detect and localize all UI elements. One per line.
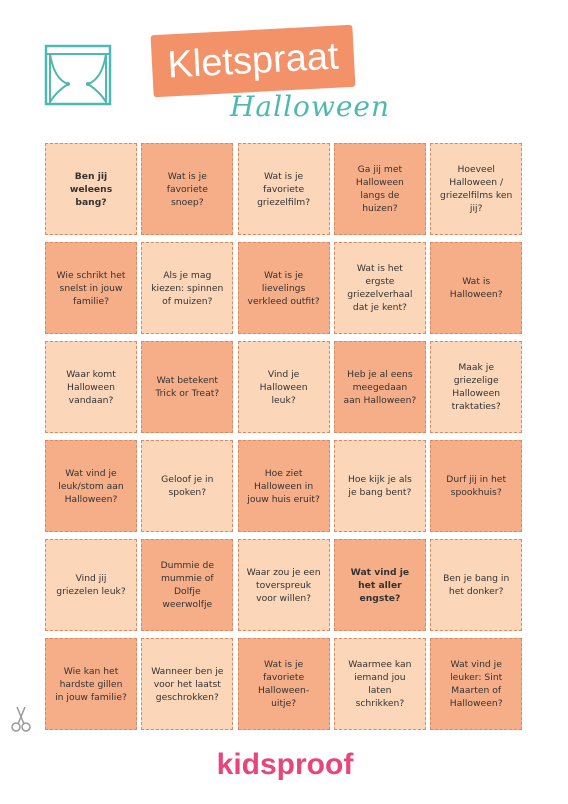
question-card: Durf jij in het spookhuis? [430, 440, 523, 532]
question-card: Wat vind je leuk/stom aan Halloween? [45, 440, 137, 532]
question-card: Wat is je favoriete Halloween-uitje? [237, 638, 330, 730]
question-card: Vind jij griezelen leuk? [45, 539, 137, 631]
question-card: Ga jij met Halloween langs de huizen? [333, 143, 426, 235]
question-card: Ben jij weleens bang? [45, 143, 137, 235]
question-card: Maak je griezelige Halloween traktaties? [430, 341, 523, 433]
question-card: Wat is je lievelings verkleed outfit? [237, 242, 330, 334]
question-card: Wat is Halloween? [430, 242, 523, 334]
question-card: Hoe ziet Halloween in jouw huis eruit? [237, 440, 330, 532]
question-card: Wie schrikt het snelst in jouw familie? [45, 242, 137, 334]
question-card: Wat vind je het aller engste? [333, 539, 426, 631]
theater-icon [44, 44, 112, 106]
question-card: Waar zou je een toverspreuk voor willen? [237, 539, 330, 631]
question-card: Vind je Halloween leuk? [237, 341, 330, 433]
question-card: Wat is je favoriete griezelfilm? [237, 143, 330, 235]
logo: kidsproof [216, 748, 354, 781]
question-card: Wat vind je leuker: Sint Maarten of Hall… [430, 638, 523, 730]
question-card: Wat betekent Trick or Treat? [141, 341, 234, 433]
question-card: Geloof je in spoken? [141, 440, 234, 532]
question-card: Wat is je favoriete snoep? [141, 143, 234, 235]
question-card: Wie kan het hardste gillen in jouw famil… [45, 638, 137, 730]
question-card: Waarmee kan iemand jou laten schrikken? [333, 638, 426, 730]
question-card: Waar komt Halloween vandaan? [45, 341, 137, 433]
title: Kletspraat [150, 24, 356, 98]
question-card: Ben je bang in het donker? [430, 539, 523, 631]
question-card: Als je mag kiezen: spinnen of muizen? [141, 242, 234, 334]
question-card: Heb je al eens meegedaan aan Halloween? [333, 341, 426, 433]
question-card: Wat is het ergste griezelverhaal dat je … [333, 242, 426, 334]
question-card: Dummie de mummie of Dolfje weerwolfje [141, 539, 234, 631]
subtitle: Halloween [230, 90, 391, 123]
scissors-icon [11, 706, 31, 732]
question-card: Wanneer ben je voor het laatst geschrokk… [141, 638, 234, 730]
question-card: Hoeveel Halloween / griezelfilms ken jij… [430, 143, 523, 235]
question-card: Hoe kijk je als je bang bent? [333, 440, 426, 532]
